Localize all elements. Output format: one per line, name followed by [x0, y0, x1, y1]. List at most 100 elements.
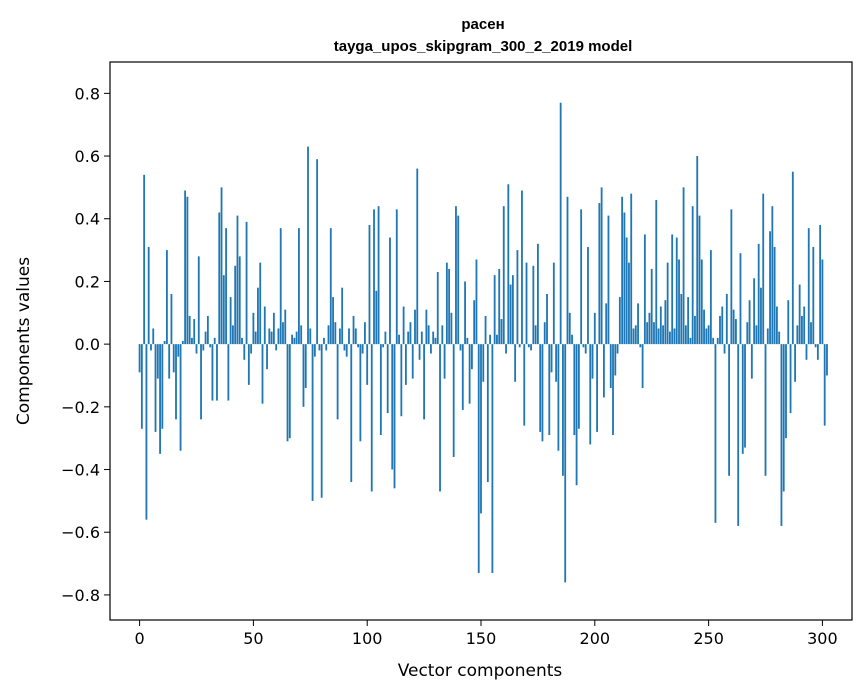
bar-95	[354, 328, 357, 345]
bar-226	[653, 322, 655, 345]
bar-265	[741, 344, 744, 454]
bar-228	[657, 328, 660, 345]
bar-163	[509, 284, 512, 345]
bar-117	[404, 344, 407, 385]
bar-115	[400, 344, 403, 417]
bar-240	[684, 325, 687, 345]
y-axis-label: Components values	[14, 257, 34, 425]
bar-35	[218, 212, 221, 345]
bar-296	[812, 246, 815, 345]
bar-273	[760, 287, 762, 345]
bar-40	[229, 297, 232, 345]
bar-190	[571, 334, 573, 345]
bar-243	[691, 206, 694, 345]
bar-180	[548, 344, 551, 436]
bar-185	[559, 102, 562, 345]
bar-94	[352, 315, 355, 345]
bar-285	[787, 300, 790, 345]
bar-106	[379, 344, 382, 436]
bar-102	[370, 344, 373, 492]
bar-254	[716, 337, 719, 345]
bar-10	[161, 344, 164, 429]
bar-59	[272, 312, 275, 345]
bar-153	[486, 344, 489, 483]
bar-70	[298, 228, 300, 345]
bar-253	[714, 344, 717, 523]
x-tick-label: 100	[352, 629, 383, 648]
bar-193	[577, 344, 580, 429]
bar-28	[202, 344, 205, 351]
bar-245	[696, 156, 699, 345]
bar-288	[794, 344, 797, 382]
bar-227	[655, 199, 658, 345]
bar-182	[552, 262, 555, 345]
bar-52	[257, 287, 259, 345]
bar-33	[213, 337, 216, 345]
bar-129	[432, 331, 435, 345]
bar-145	[468, 344, 471, 404]
bar-141	[459, 344, 462, 351]
bar-18	[179, 344, 182, 451]
bar-105	[377, 206, 380, 345]
bar-130	[434, 337, 437, 345]
bar-216	[630, 193, 633, 345]
bar-47	[245, 221, 248, 345]
bar-2	[143, 174, 146, 345]
bar-171	[527, 344, 530, 348]
bar-97	[359, 344, 362, 442]
bar-199	[591, 344, 594, 379]
bar-246	[698, 215, 701, 345]
bar-61	[277, 328, 280, 345]
bar-58	[270, 331, 273, 345]
bar-168	[521, 190, 523, 345]
bar-213	[623, 212, 626, 345]
bar-252	[712, 337, 715, 345]
bar-96	[357, 344, 359, 348]
bar-4	[147, 246, 150, 345]
bar-292	[803, 306, 806, 345]
bar-67	[291, 334, 293, 345]
bar-98	[361, 344, 364, 354]
bar-178	[543, 322, 546, 345]
bar-23	[191, 337, 193, 345]
bar-110	[389, 237, 391, 345]
bar-11	[163, 341, 166, 345]
bar-156	[493, 275, 496, 345]
bar-150	[480, 344, 482, 514]
bar-278	[771, 206, 774, 345]
bar-57	[268, 328, 271, 345]
bar-5	[150, 344, 152, 351]
x-tick-label: 300	[807, 629, 838, 648]
bar-241	[687, 297, 690, 345]
bar-231	[664, 300, 667, 345]
bar-250	[707, 325, 710, 345]
y-tick-label: −0.6	[61, 523, 100, 542]
bar-205	[605, 303, 608, 345]
bar-160	[502, 206, 505, 345]
bar-295	[810, 322, 812, 345]
bar-93	[350, 344, 353, 483]
bar-230	[662, 325, 664, 345]
bar-128	[430, 344, 432, 354]
bar-223	[646, 322, 649, 345]
bar-1	[140, 344, 143, 429]
bar-136	[448, 268, 451, 345]
bar-86	[334, 322, 337, 345]
bar-101	[368, 225, 371, 345]
bar-119	[409, 322, 412, 345]
bar-281	[778, 331, 781, 345]
bar-300	[821, 259, 824, 345]
bar-237	[678, 259, 680, 345]
bar-111	[391, 344, 394, 470]
bar-170	[525, 262, 528, 345]
bar-49	[250, 344, 253, 354]
bar-15	[172, 344, 175, 373]
bar-263	[737, 344, 740, 526]
bar-209	[614, 344, 617, 376]
bar-37	[222, 275, 225, 345]
bar-39	[227, 344, 230, 401]
x-tick-label: 250	[693, 629, 724, 648]
x-axis-label: Vector components	[398, 661, 563, 681]
bar-165	[514, 344, 517, 382]
bar-127	[427, 325, 430, 345]
